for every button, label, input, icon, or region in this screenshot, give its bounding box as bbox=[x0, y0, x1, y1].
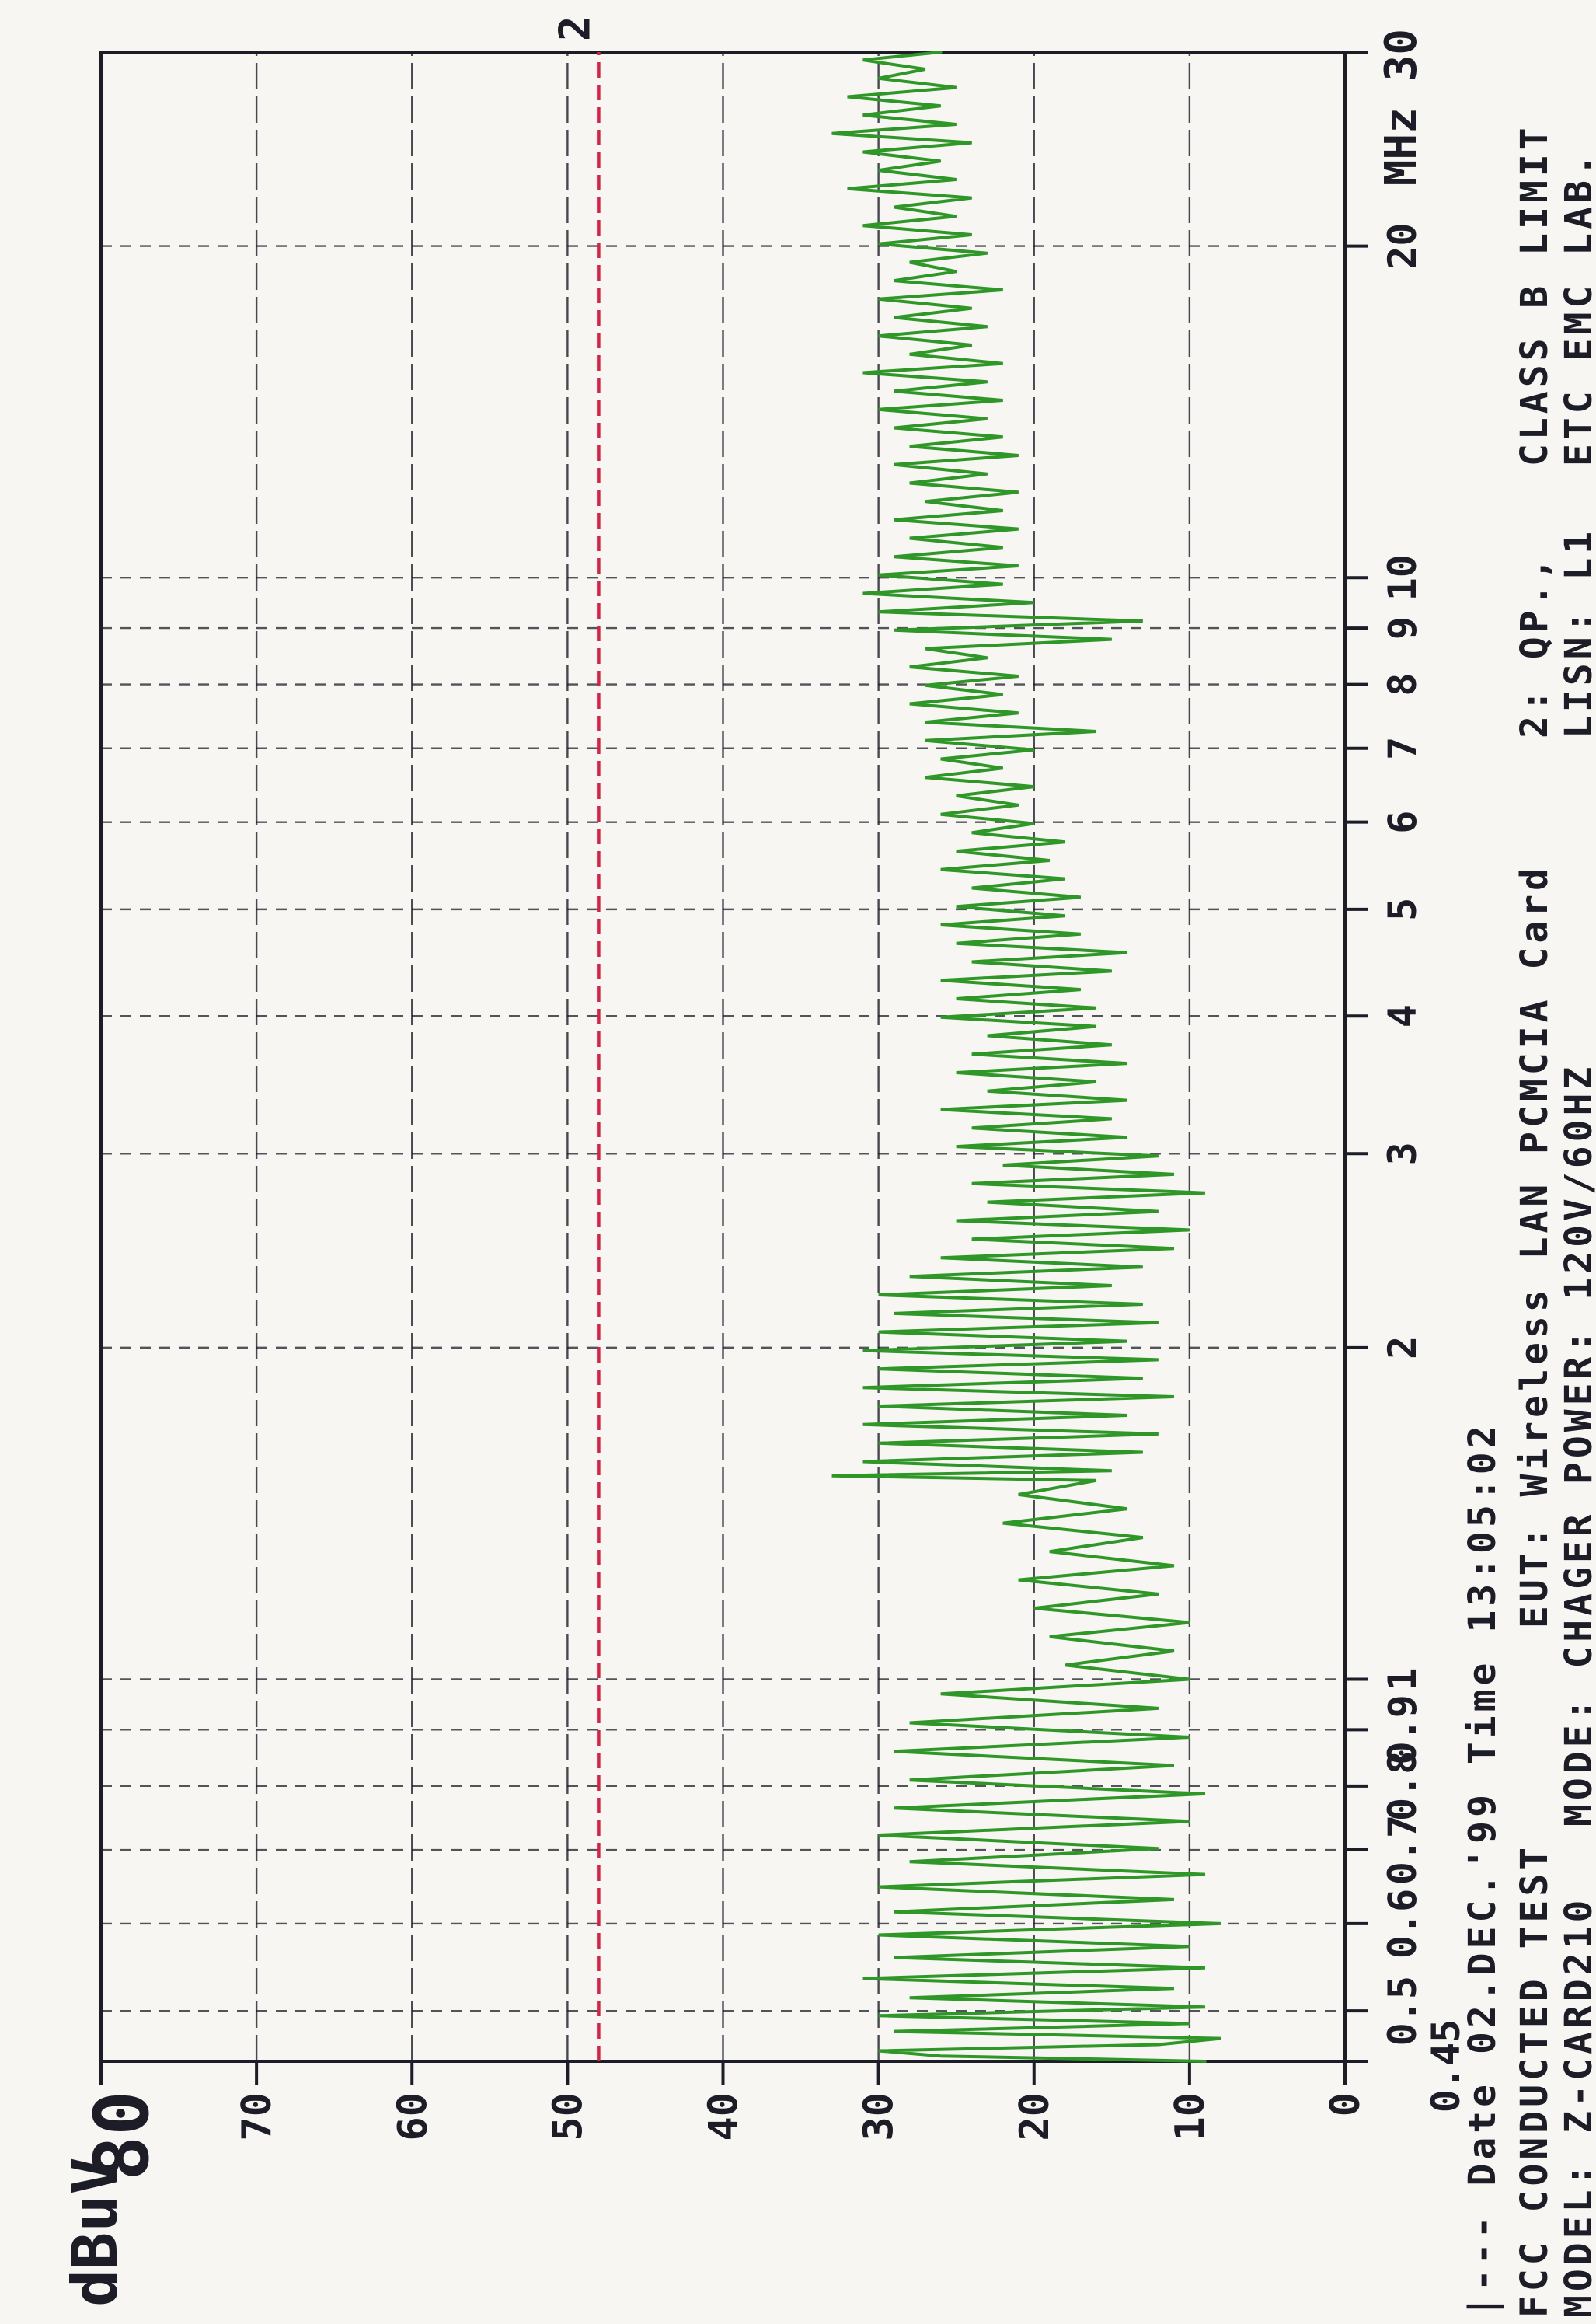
tick-label-db-20: 20 bbox=[1012, 2092, 1058, 2141]
y-axis-unit-label: dBuV bbox=[59, 2157, 131, 2307]
annotation-line-3-segment-5: ETC EMC LAB. bbox=[1557, 150, 1596, 466]
tick-label-mhz-10: 10 bbox=[1380, 554, 1425, 601]
tick-label-db-50: 50 bbox=[545, 2092, 591, 2141]
tick-label-db-70: 70 bbox=[234, 2092, 281, 2141]
tick-label-mhz-0.5: 0.5 bbox=[1380, 1976, 1425, 2046]
tick-label-mhz-0.9: 0.9 bbox=[1380, 1694, 1425, 1764]
tick-label-mhz-0.7: 0.7 bbox=[1380, 1815, 1425, 1885]
annotation-line-3-segment-2: MODE: CHAGER bbox=[1557, 1510, 1596, 1827]
tick-label-mhz-8: 8 bbox=[1380, 673, 1425, 696]
tick-label-db-80: 80 bbox=[78, 2091, 166, 2181]
x-axis-unit-label: MHz 30 bbox=[1376, 29, 1427, 186]
tick-label-db-0: 0 bbox=[1322, 2092, 1369, 2116]
annotation-line-3-segment-4: LISN: L1 bbox=[1557, 528, 1596, 738]
tick-label-mhz-5: 5 bbox=[1380, 898, 1425, 921]
tick-label-mhz-20: 20 bbox=[1380, 222, 1425, 269]
annotation-line-3-segment-1: MODEL: Z-CARD210 bbox=[1557, 1897, 1596, 2318]
tick-label-mhz-2: 2 bbox=[1380, 1336, 1425, 1359]
annotation-line-1-segment-1: |--- Date 02.DEC.'99 Time 13:05:02 bbox=[1461, 1422, 1504, 2318]
tick-label-mhz-9: 9 bbox=[1380, 616, 1425, 640]
annotation-line-3-segment-3: POWER: 120V/60HZ bbox=[1557, 1063, 1596, 1485]
tick-label-db-40: 40 bbox=[701, 2092, 747, 2141]
annotation-line-2-segment-3: 2: QP., bbox=[1513, 554, 1556, 738]
annotation-line-2-segment-1: FCC CONDUCTED TEST bbox=[1513, 1844, 1556, 2318]
tick-label-db-30: 30 bbox=[856, 2092, 903, 2141]
tick-label-mhz-3: 3 bbox=[1380, 1142, 1425, 1165]
annotation-line-2-segment-2: EUT: Wireless LAN PCMCIA Card bbox=[1513, 864, 1556, 1628]
tick-label-db-60: 60 bbox=[389, 2092, 436, 2141]
tick-label-mhz-1: 1 bbox=[1380, 1667, 1425, 1691]
tick-label-mhz-0.6: 0.6 bbox=[1380, 1889, 1425, 1959]
tick-label-mhz-7: 7 bbox=[1380, 737, 1425, 760]
limit-line-number-label: 2 bbox=[550, 16, 599, 41]
emission-trace bbox=[831, 51, 1221, 2063]
tick-label-db-10: 10 bbox=[1167, 2092, 1214, 2141]
plot-border bbox=[99, 51, 1347, 2063]
tick-label-mhz-4: 4 bbox=[1380, 1004, 1425, 1028]
annotation-line-2-segment-4: CLASS B LIMIT bbox=[1513, 124, 1556, 466]
tick-label-mhz-6: 6 bbox=[1380, 811, 1425, 834]
tick-label-mhz-0.8: 0.8 bbox=[1380, 1751, 1425, 1821]
tick-label-mhz-0.45: 0.45 bbox=[1424, 2019, 1469, 2113]
